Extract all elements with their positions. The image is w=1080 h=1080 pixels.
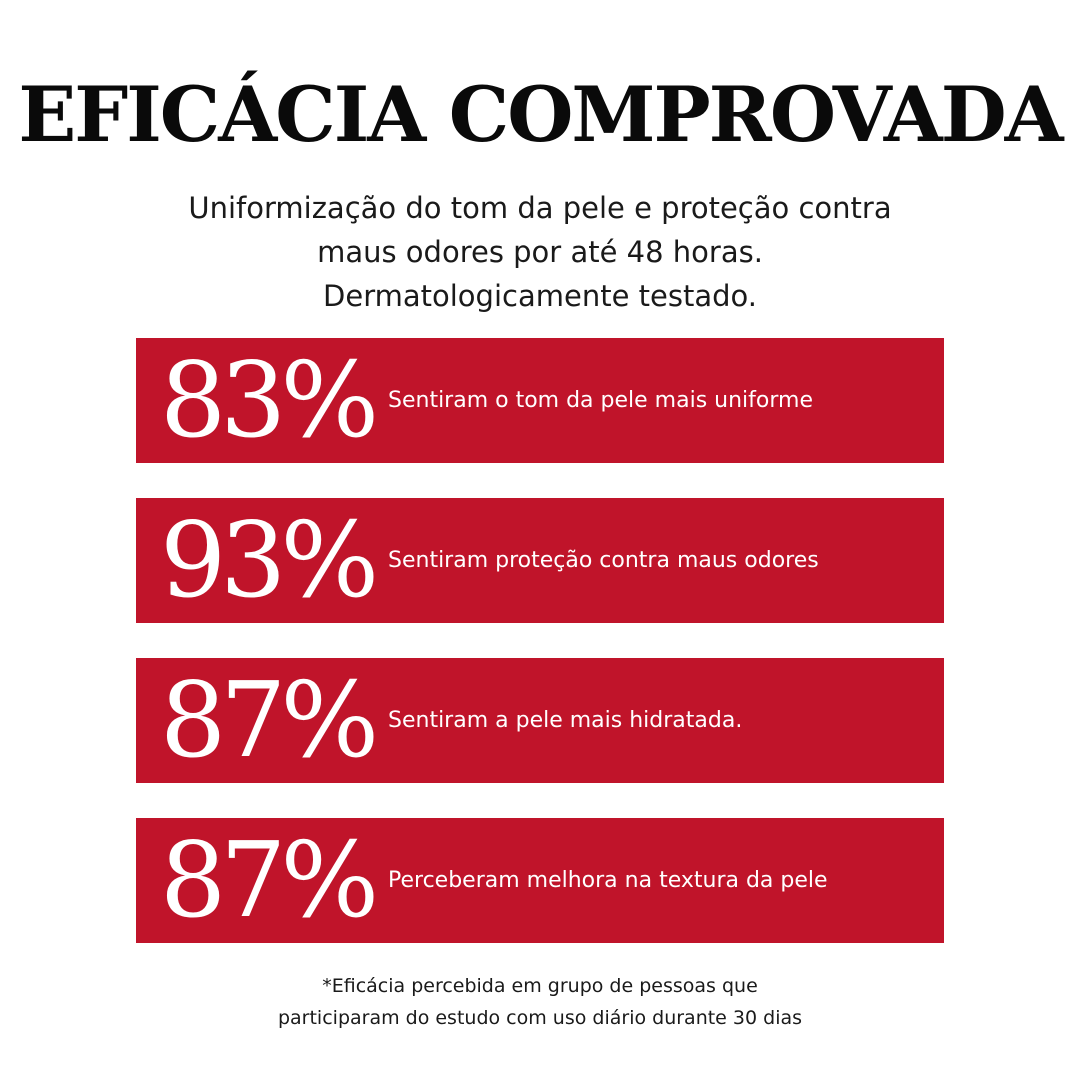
stat-label: Sentiram proteção contra maus odores [388,548,819,573]
stat-label: Sentiram a pele mais hidratada. [388,708,743,733]
footnote-line: *Eficácia percebida em grupo de pessoas … [322,975,758,997]
subtitle-line: maus odores por até 48 horas. [317,235,763,269]
subtitle-line: Uniformização do tom da pele e proteção … [188,191,892,225]
stat-box: 87% Sentiram a pele mais hidratada. [136,658,944,783]
stat-box: 83% Sentiram o tom da pele mais uniforme [136,338,944,463]
subtitle: Uniformização do tom da pele e proteção … [0,186,1080,318]
stat-box: 93% Sentiram proteção contra maus odores [136,498,944,623]
stat-value: 87% [160,819,379,941]
stat-label: Sentiram o tom da pele mais uniforme [388,388,813,413]
stat-value: 93% [160,499,379,621]
stat-value: 83% [160,339,379,461]
stat-label: Perceberam melhora na textura da pele [388,868,828,893]
footnote: *Eficácia percebida em grupo de pessoas … [0,970,1080,1034]
title: EFICÁCIA COMPROVADA [18,70,1063,159]
stat-box: 87% Perceberam melhora na textura da pele [136,818,944,943]
footnote-line: participaram do estudo com uso diário du… [277,1007,803,1029]
stat-value: 87% [160,659,379,781]
subtitle-line: Dermatologicamente testado. [323,279,757,313]
